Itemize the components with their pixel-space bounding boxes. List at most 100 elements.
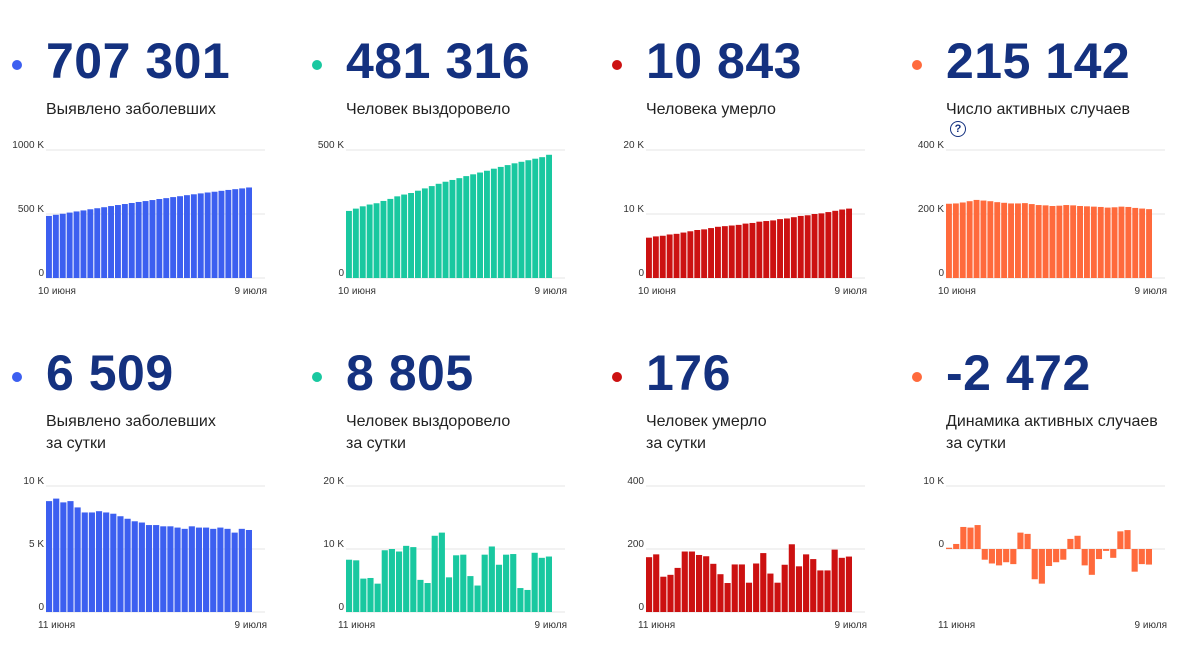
bar[interactable] bbox=[456, 178, 463, 278]
bar[interactable] bbox=[1131, 549, 1138, 572]
bar[interactable] bbox=[124, 518, 131, 612]
bar[interactable] bbox=[788, 544, 795, 612]
bar[interactable] bbox=[197, 193, 204, 278]
bar[interactable] bbox=[359, 206, 366, 278]
bar[interactable] bbox=[211, 191, 218, 278]
bar[interactable] bbox=[756, 221, 763, 278]
bar[interactable] bbox=[504, 165, 511, 278]
bar[interactable] bbox=[394, 196, 401, 278]
bar[interactable] bbox=[59, 213, 66, 278]
bar[interactable] bbox=[352, 208, 359, 278]
bar[interactable] bbox=[710, 563, 717, 612]
bar[interactable] bbox=[1118, 206, 1125, 278]
bar[interactable] bbox=[490, 168, 497, 278]
bar[interactable] bbox=[1017, 532, 1024, 549]
bar[interactable] bbox=[717, 574, 724, 612]
bar[interactable] bbox=[81, 512, 88, 612]
bar[interactable] bbox=[1056, 205, 1063, 278]
bar[interactable] bbox=[1097, 206, 1104, 278]
bar[interactable] bbox=[225, 189, 232, 278]
bar[interactable] bbox=[374, 583, 381, 612]
bar[interactable] bbox=[1139, 208, 1146, 278]
bar[interactable] bbox=[728, 225, 735, 278]
bar[interactable] bbox=[817, 570, 824, 612]
bar[interactable] bbox=[1146, 209, 1152, 278]
bar[interactable] bbox=[481, 554, 488, 612]
bar[interactable] bbox=[218, 190, 225, 278]
bar[interactable] bbox=[470, 174, 477, 278]
bar[interactable] bbox=[1111, 207, 1118, 278]
bar[interactable] bbox=[770, 220, 777, 278]
bar[interactable] bbox=[946, 203, 952, 278]
bar[interactable] bbox=[674, 567, 681, 612]
bar[interactable] bbox=[401, 194, 408, 278]
bar[interactable] bbox=[232, 189, 239, 278]
bar[interactable] bbox=[660, 576, 667, 612]
bar[interactable] bbox=[546, 154, 552, 278]
bar[interactable] bbox=[1125, 206, 1132, 278]
bar[interactable] bbox=[484, 170, 490, 278]
bar[interactable] bbox=[167, 526, 174, 612]
bar[interactable] bbox=[708, 228, 714, 278]
bar[interactable] bbox=[967, 527, 974, 549]
bar[interactable] bbox=[149, 200, 156, 278]
bar[interactable] bbox=[403, 545, 410, 612]
bar[interactable] bbox=[367, 577, 374, 612]
bar[interactable] bbox=[1138, 549, 1145, 565]
bar[interactable] bbox=[825, 212, 832, 278]
bar[interactable] bbox=[66, 212, 73, 278]
bar[interactable] bbox=[1042, 205, 1049, 278]
bar[interactable] bbox=[811, 214, 818, 278]
bar[interactable] bbox=[1124, 530, 1131, 549]
bar[interactable] bbox=[80, 210, 87, 278]
bar[interactable] bbox=[749, 222, 756, 278]
bar[interactable] bbox=[1063, 205, 1070, 278]
bar[interactable] bbox=[117, 516, 124, 612]
bar[interactable] bbox=[960, 526, 967, 549]
bar[interactable] bbox=[987, 201, 994, 278]
bar[interactable] bbox=[453, 555, 460, 612]
bar[interactable] bbox=[395, 551, 403, 612]
bar[interactable] bbox=[1088, 549, 1095, 575]
bar[interactable] bbox=[1110, 549, 1117, 558]
bar[interactable] bbox=[701, 229, 708, 278]
bar[interactable] bbox=[46, 501, 53, 612]
bar[interactable] bbox=[160, 526, 167, 612]
bar[interactable] bbox=[142, 201, 149, 278]
bar[interactable] bbox=[1021, 203, 1028, 278]
bar[interactable] bbox=[731, 564, 738, 612]
bar[interactable] bbox=[545, 556, 552, 612]
bar[interactable] bbox=[346, 559, 353, 612]
bar[interactable] bbox=[974, 525, 981, 549]
bar[interactable] bbox=[839, 209, 846, 278]
bar[interactable] bbox=[94, 208, 101, 278]
bar[interactable] bbox=[353, 560, 360, 612]
bar[interactable] bbox=[87, 209, 94, 278]
bar[interactable] bbox=[1104, 207, 1111, 278]
bar[interactable] bbox=[735, 224, 742, 278]
bar[interactable] bbox=[488, 546, 495, 612]
bar[interactable] bbox=[131, 521, 138, 612]
bar[interactable] bbox=[525, 160, 532, 278]
bar[interactable] bbox=[804, 215, 811, 278]
bar[interactable] bbox=[980, 200, 987, 278]
bar[interactable] bbox=[646, 557, 653, 612]
bar[interactable] bbox=[231, 532, 238, 612]
bar[interactable] bbox=[438, 532, 445, 612]
bar[interactable] bbox=[994, 202, 1001, 278]
bar[interactable] bbox=[846, 208, 852, 278]
bar[interactable] bbox=[1081, 549, 1088, 566]
bar[interactable] bbox=[831, 549, 838, 612]
bar[interactable] bbox=[239, 188, 246, 278]
bar[interactable] bbox=[687, 231, 694, 278]
bar[interactable] bbox=[673, 233, 680, 278]
bar[interactable] bbox=[138, 522, 145, 612]
bar[interactable] bbox=[73, 211, 80, 278]
bar[interactable] bbox=[460, 554, 467, 612]
bar[interactable] bbox=[532, 158, 539, 278]
bar[interactable] bbox=[174, 527, 181, 612]
bar[interactable] bbox=[845, 556, 852, 612]
bar[interactable] bbox=[810, 559, 817, 612]
bar[interactable] bbox=[210, 528, 217, 612]
bar[interactable] bbox=[128, 202, 135, 278]
